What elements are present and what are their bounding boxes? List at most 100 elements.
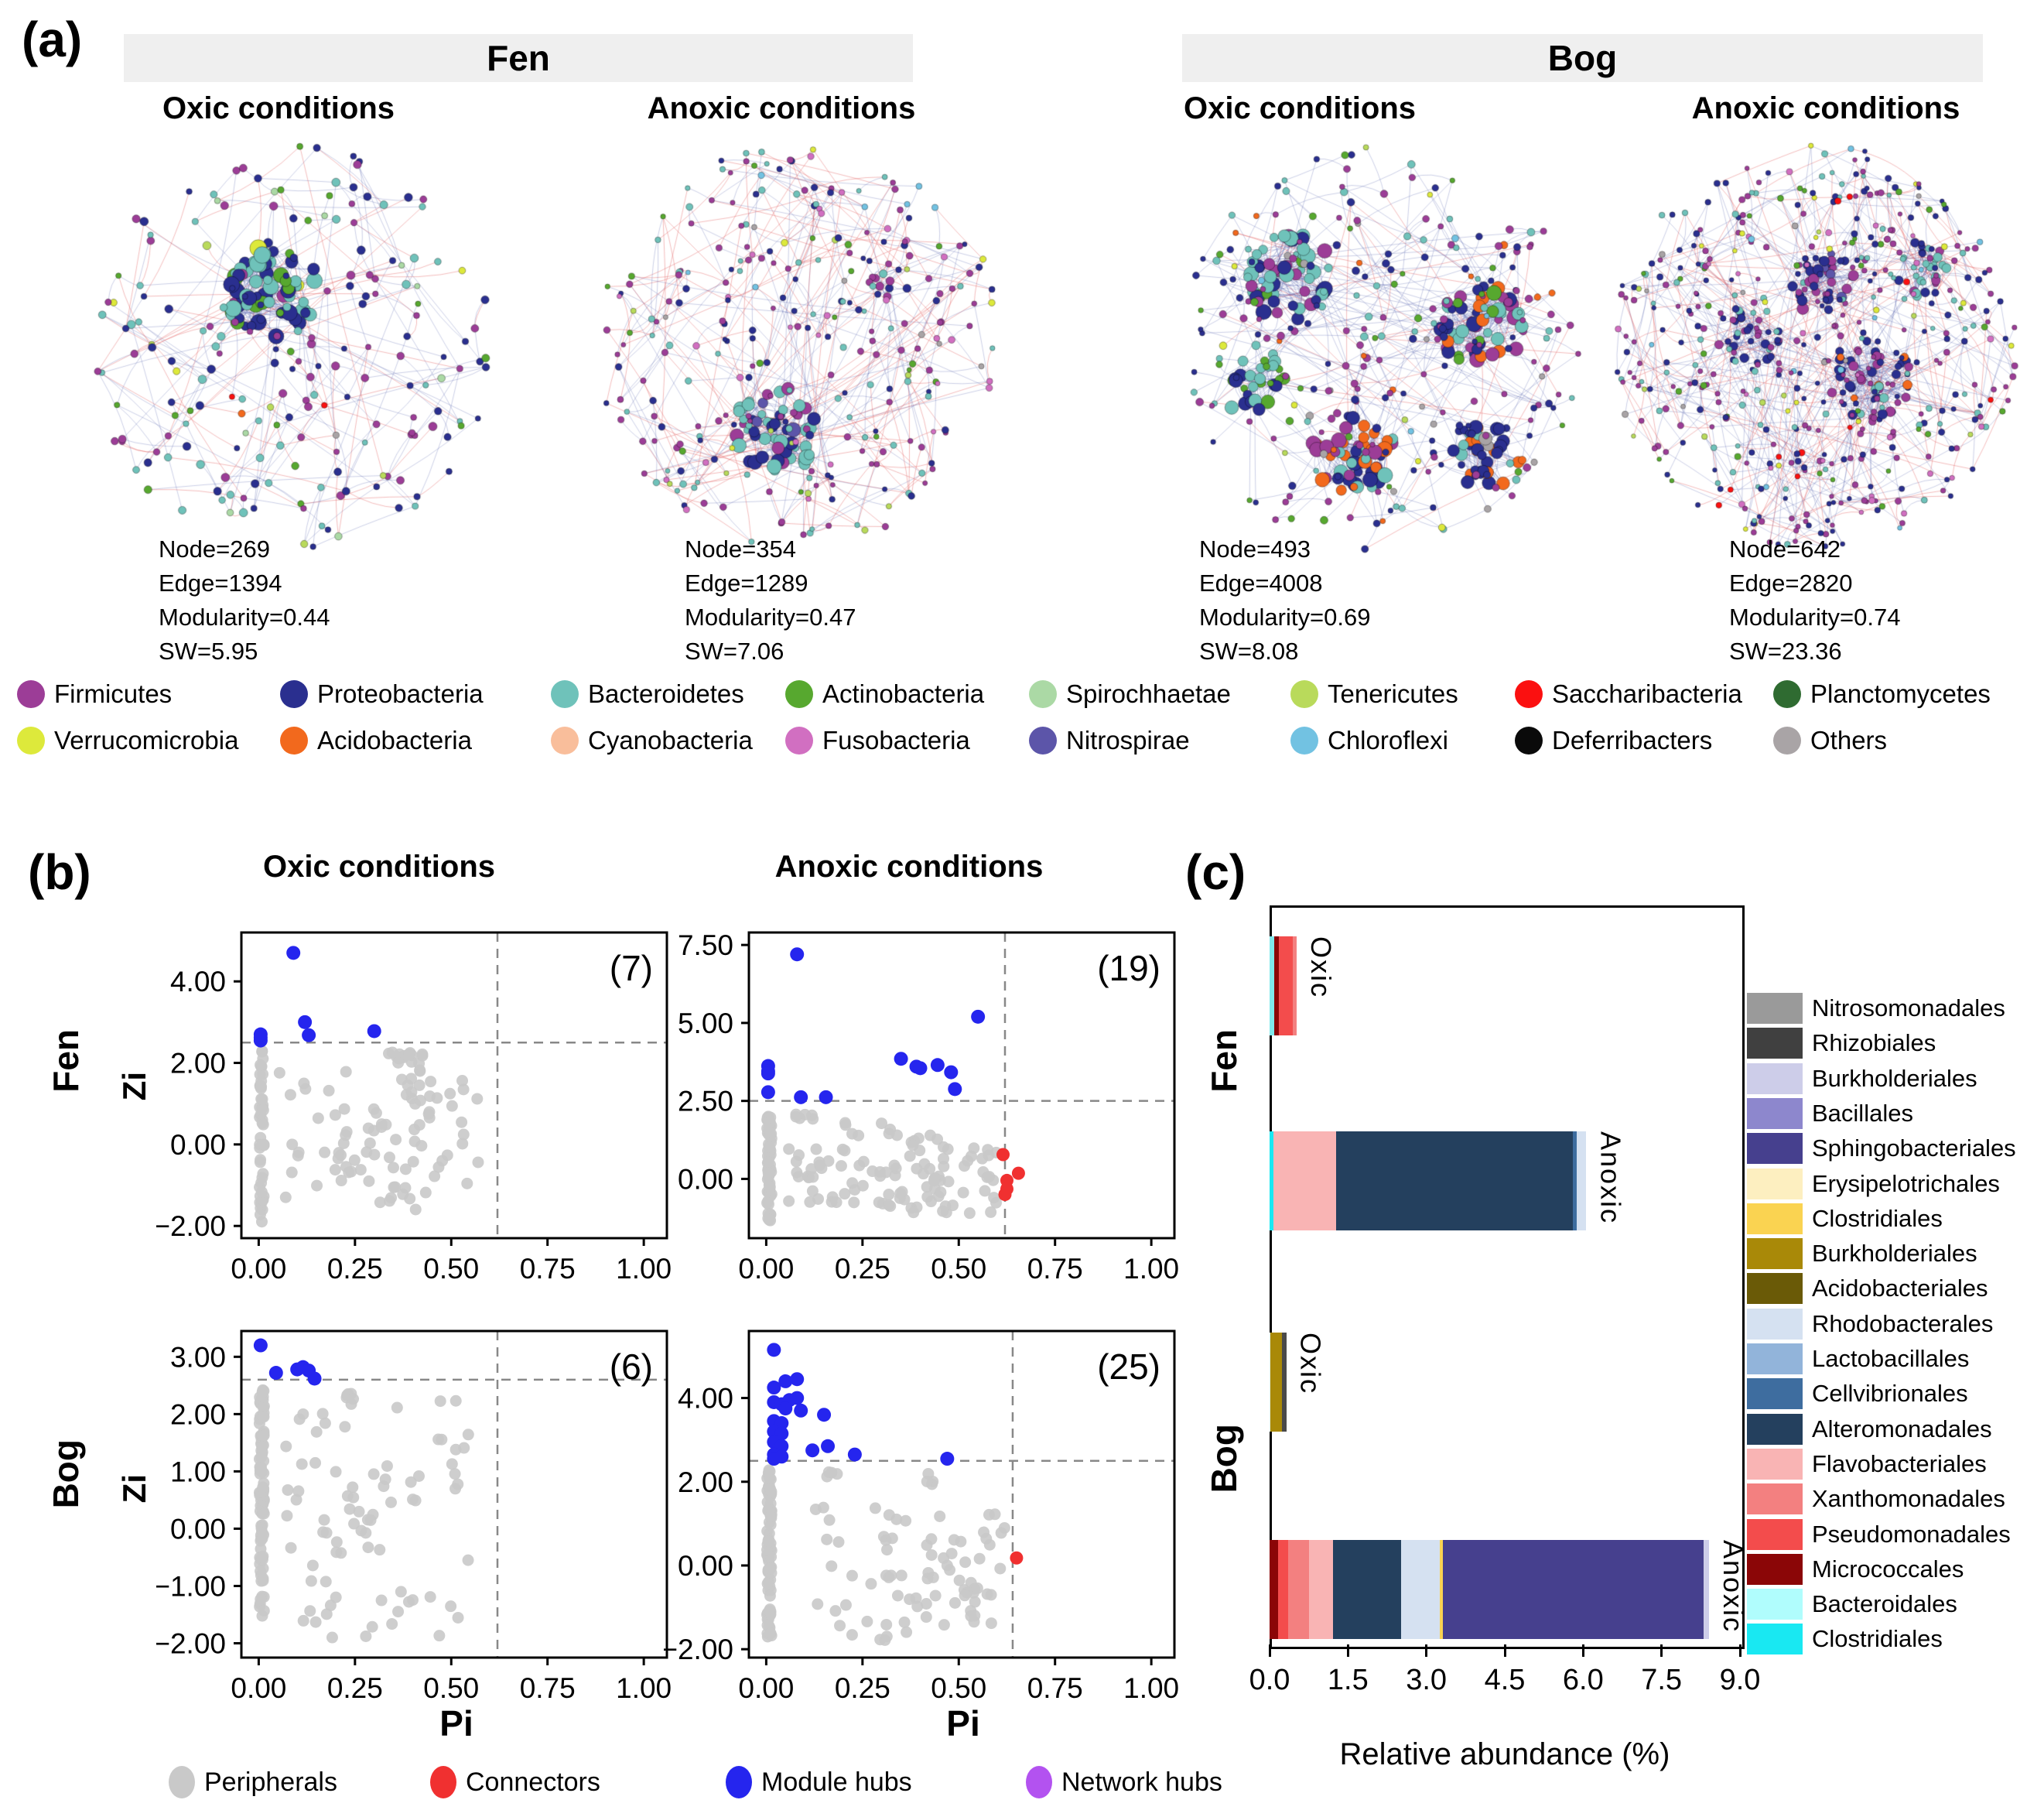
role-legend-item: Peripherals: [169, 1766, 337, 1798]
phylum-color-dot-icon: [1029, 680, 1057, 708]
phyla-legend-item: Saccharibacteria: [1515, 679, 1742, 709]
network-graph-fen-anoxic: [584, 124, 1017, 557]
peripheral-point: [432, 1161, 445, 1173]
peripheral-point: [835, 1160, 847, 1172]
peripheral-point: [258, 1400, 270, 1412]
order-label: Flavobacteriales: [1812, 1449, 1987, 1477]
peripheral-point: [881, 1544, 894, 1556]
c-legend-item: Bacteroidales: [1747, 1589, 1957, 1620]
bar-segment-rhizobiales: [1282, 1333, 1287, 1432]
phyla-legend-item: Acidobacteria: [280, 726, 472, 755]
peripheral-point: [948, 1534, 960, 1546]
hub-count-label: (19): [1097, 948, 1160, 988]
peripheral-point: [414, 1094, 426, 1107]
module-hub-point: [944, 1065, 959, 1080]
peripheral-point: [763, 1535, 775, 1548]
c-legend-item: Erysipelotrichales: [1747, 1168, 2000, 1199]
x-tick-label: 0.25: [835, 1672, 890, 1704]
order-label: Sphingobacteriales: [1812, 1134, 2016, 1162]
scatter-plot-bog_oxic: 3.002.001.000.00−1.00−2.000.00 0.25 0.50 0.…: [156, 1329, 672, 1704]
network-graph-bog-oxic: [1160, 124, 1594, 557]
peripheral-point: [985, 1206, 997, 1218]
peripheral-point: [457, 1083, 470, 1096]
peripheral-point: [456, 1116, 468, 1128]
network-stats-bog-oxic: Node=493 Edge=4008 Modularity=0.69 SW=8.…: [1199, 536, 1371, 665]
peripheral-point: [255, 1154, 267, 1166]
peripheral-point: [386, 1046, 398, 1059]
peripheral-point: [383, 1151, 395, 1164]
c-legend-item: Sphingobacteriales: [1747, 1133, 2016, 1165]
peripheral-point: [925, 1548, 938, 1561]
x-tick-label: 0.50: [931, 1253, 986, 1285]
module-hub-point: [790, 947, 805, 962]
b-col-title-oxic: Oxic conditions: [262, 850, 496, 884]
role-color-dot-icon: [430, 1766, 456, 1798]
peripheral-point: [764, 1562, 777, 1575]
order-label: Rhodobacterales: [1812, 1309, 1994, 1337]
peripheral-point: [761, 1196, 774, 1209]
phyla-legend-item: Bacteroidetes: [551, 679, 744, 709]
order-label: Erysipelotrichales: [1812, 1169, 2000, 1197]
peripheral-point: [361, 1146, 373, 1158]
peripheral-point: [810, 1143, 822, 1155]
peripheral-point: [846, 1127, 858, 1140]
y-tick-label: −2.00: [156, 1210, 226, 1242]
peripheral-point: [354, 1164, 367, 1176]
scatter-plot-fen_oxic: 4.002.000.00−2.000.00 0.25 0.50 0.75 1.00(7): [156, 931, 672, 1285]
y-tick-label: 0.00: [170, 1129, 226, 1161]
c-legend-item: Rhodobacterales: [1747, 1308, 1994, 1340]
bar-segment-burkholderiales: [1270, 1333, 1283, 1432]
x-tick-label: 1.00: [616, 1672, 672, 1704]
peripheral-point: [921, 1191, 934, 1203]
peripheral-point: [895, 1569, 907, 1582]
peripheral-point: [764, 1589, 776, 1602]
network-stats-fen-oxic: Node=269 Edge=1394 Modularity=0.44 SW=5.…: [159, 536, 330, 665]
peripheral-point: [764, 1518, 777, 1531]
phyla-legend-item: Others: [1773, 726, 1887, 755]
peripheral-point: [284, 1089, 296, 1101]
module-hub-point: [794, 1403, 808, 1418]
peripheral-point: [257, 1068, 269, 1080]
connector-point: [1011, 1166, 1025, 1180]
phylum-label: Deferribacters: [1552, 726, 1713, 755]
order-label: Burkholderiales: [1812, 1240, 1977, 1268]
order-label: Xanthomonadales: [1812, 1485, 2005, 1513]
order-label: Lactobacillales: [1812, 1345, 1970, 1372]
peripheral-point: [971, 1582, 983, 1594]
module-hub-point: [302, 1028, 316, 1042]
panel-c-label: (c): [1185, 844, 1246, 900]
peripheral-point: [330, 1466, 342, 1478]
peripheral-point: [763, 1605, 775, 1617]
c-x-tick-label: 4.5: [1484, 1664, 1526, 1696]
module-hub-point: [790, 1372, 805, 1387]
bar-segment-cellvibrionales: [1572, 1131, 1577, 1230]
c-xaxis-label: Relative abundance (%): [1339, 1737, 1670, 1771]
peripheral-point: [257, 1481, 269, 1494]
y-tick-label: 7.50: [678, 929, 733, 961]
network-stats-fen-anoxic: Node=354 Edge=1289 Modularity=0.47 SW=7.…: [685, 536, 856, 665]
peripheral-point: [907, 1206, 920, 1219]
order-color-swatch-icon: [1747, 1343, 1803, 1374]
peripheral-point: [258, 1411, 270, 1423]
peripheral-point: [452, 1611, 464, 1624]
module-hub-point: [894, 1052, 908, 1066]
peripheral-point: [791, 1166, 803, 1179]
peripheral-point: [861, 1615, 873, 1627]
peripheral-point: [445, 1600, 457, 1613]
peripheral-point: [865, 1578, 877, 1590]
peripheral-point: [297, 1614, 309, 1627]
order-label: Nitrosomonadales: [1812, 994, 2005, 1021]
peripheral-point: [959, 1556, 972, 1569]
bar-segment-micrococcales: [1274, 936, 1280, 1035]
c-legend-item: Clostridiales: [1747, 1203, 1943, 1234]
c-x-tick: [1581, 1644, 1584, 1657]
peripheral-point: [347, 1393, 360, 1405]
module-hub-point: [971, 1009, 986, 1024]
x-tick-label: 1.00: [616, 1253, 672, 1285]
peripheral-point: [846, 1569, 858, 1582]
x-tick-label: 0.00: [231, 1253, 286, 1285]
bar-segment-sphingobacteriales: [1442, 1540, 1704, 1639]
peripheral-point: [256, 1441, 268, 1453]
peripheral-point: [389, 1181, 402, 1193]
peripheral-point: [928, 1175, 940, 1187]
